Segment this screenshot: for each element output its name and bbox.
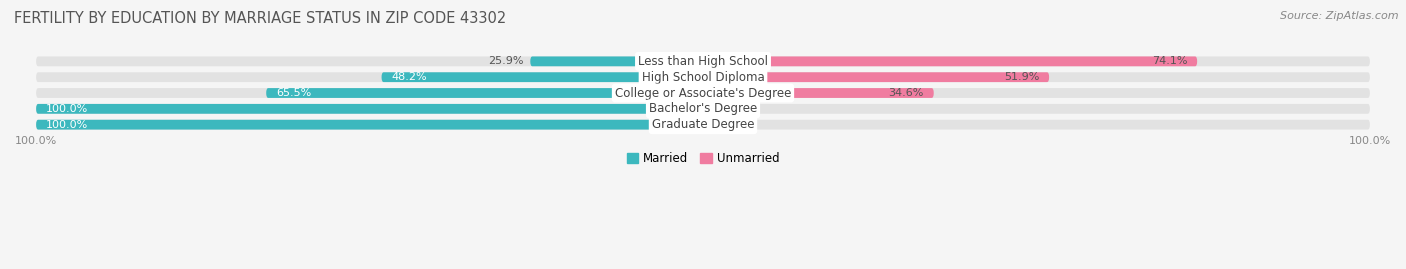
- FancyBboxPatch shape: [37, 104, 1369, 114]
- Text: College or Associate's Degree: College or Associate's Degree: [614, 87, 792, 100]
- FancyBboxPatch shape: [37, 88, 1369, 98]
- Text: Source: ZipAtlas.com: Source: ZipAtlas.com: [1281, 11, 1399, 21]
- FancyBboxPatch shape: [37, 104, 703, 114]
- FancyBboxPatch shape: [703, 56, 1197, 66]
- Text: FERTILITY BY EDUCATION BY MARRIAGE STATUS IN ZIP CODE 43302: FERTILITY BY EDUCATION BY MARRIAGE STATU…: [14, 11, 506, 26]
- Text: High School Diploma: High School Diploma: [641, 71, 765, 84]
- FancyBboxPatch shape: [266, 88, 703, 98]
- FancyBboxPatch shape: [37, 120, 1369, 130]
- Text: 100.0%: 100.0%: [46, 120, 89, 130]
- FancyBboxPatch shape: [530, 56, 703, 66]
- Text: 51.9%: 51.9%: [1004, 72, 1039, 82]
- Text: 74.1%: 74.1%: [1152, 56, 1187, 66]
- Text: 65.5%: 65.5%: [276, 88, 312, 98]
- Text: 34.6%: 34.6%: [889, 88, 924, 98]
- Text: 100.0%: 100.0%: [46, 104, 89, 114]
- FancyBboxPatch shape: [37, 120, 703, 130]
- Text: 25.9%: 25.9%: [488, 56, 523, 66]
- Legend: Married, Unmarried: Married, Unmarried: [621, 147, 785, 169]
- Text: Bachelor's Degree: Bachelor's Degree: [650, 102, 756, 115]
- Text: Less than High School: Less than High School: [638, 55, 768, 68]
- FancyBboxPatch shape: [703, 88, 934, 98]
- FancyBboxPatch shape: [381, 72, 703, 82]
- FancyBboxPatch shape: [703, 72, 1049, 82]
- Text: 48.2%: 48.2%: [391, 72, 427, 82]
- Text: Graduate Degree: Graduate Degree: [652, 118, 754, 131]
- FancyBboxPatch shape: [37, 72, 1369, 82]
- FancyBboxPatch shape: [37, 56, 1369, 66]
